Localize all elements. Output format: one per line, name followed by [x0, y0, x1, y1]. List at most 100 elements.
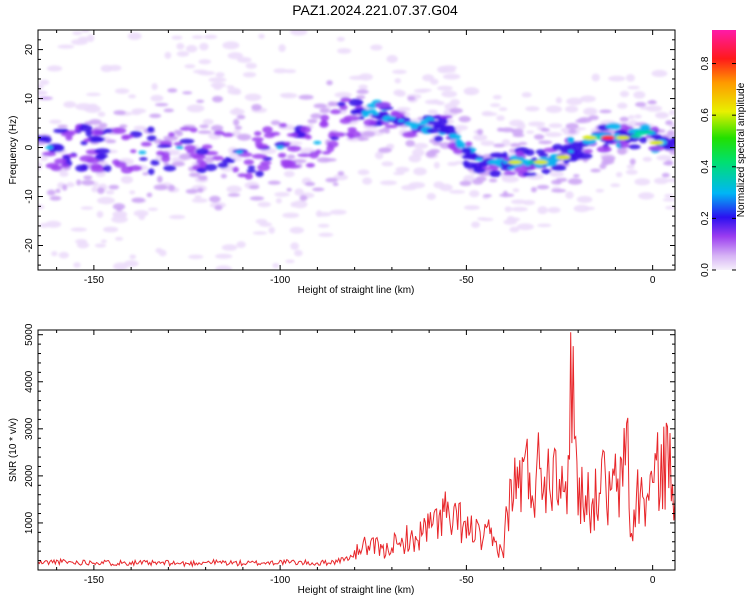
- spectral-blob: [585, 109, 596, 114]
- spectral-blob: [538, 140, 553, 145]
- spectral-blob: [57, 44, 75, 49]
- spectral-blob: [146, 126, 155, 133]
- spectral-blob: [476, 128, 484, 135]
- spectral-blob: [120, 165, 134, 174]
- spectral-blob: [326, 144, 335, 153]
- spectral-blob: [212, 95, 223, 103]
- spectral-blob: [547, 207, 561, 214]
- spectral-blob: [525, 149, 535, 156]
- spectral-blob: [540, 128, 550, 132]
- colorbar-tick-label: 0.2: [700, 211, 711, 225]
- spectral-blob: [619, 143, 630, 149]
- spectral-blob: [193, 69, 208, 74]
- spectral-blob: [213, 130, 225, 136]
- spectral-blob: [227, 193, 241, 197]
- spectral-blob: [512, 133, 525, 138]
- spectral-blob: [202, 118, 214, 126]
- spectral-blob: [625, 74, 635, 82]
- spectral-blob: [642, 156, 653, 162]
- spectral-blob: [321, 150, 331, 155]
- spectral-blob: [197, 175, 208, 181]
- spectral-blob: [649, 140, 664, 145]
- colorbar-label: Normalized spectral amplitude: [736, 82, 747, 217]
- spectral-blob: [249, 196, 265, 201]
- spectral-blob: [290, 242, 300, 251]
- spectral-blob: [475, 157, 484, 161]
- spectral-blob: [441, 65, 457, 71]
- colorbar-tick-label: 0.0: [700, 263, 711, 277]
- colorbar-ticks: 0.0 0.2 0.4 0.6 0.8: [700, 56, 736, 277]
- spectral-blob: [173, 141, 183, 146]
- spectral-blob: [58, 251, 70, 259]
- spectral-blob: [464, 162, 478, 170]
- spectral-blob: [509, 143, 521, 148]
- spectral-blob: [600, 135, 615, 140]
- spectral-blob: [337, 48, 352, 54]
- spectral-blob: [242, 71, 257, 78]
- spectral-blob: [267, 180, 281, 185]
- spectral-blob: [454, 124, 468, 131]
- spectral-blob: [113, 262, 128, 270]
- spectral-blob: [390, 110, 400, 117]
- spectral-blob: [235, 150, 244, 155]
- spectral-blob: [272, 262, 280, 269]
- spectral-blob: [60, 163, 70, 168]
- spectral-blob: [129, 190, 136, 195]
- spectral-blob: [496, 115, 505, 121]
- spectral-blob: [232, 166, 239, 173]
- spectral-blob: [337, 171, 345, 176]
- spectral-blob: [208, 77, 227, 83]
- spectral-blob: [236, 241, 246, 249]
- spectral-blob: [211, 155, 224, 161]
- spectral-blob: [129, 254, 137, 260]
- spectral-blob: [630, 134, 642, 138]
- spectral-blob: [661, 172, 670, 178]
- spectral-blob: [292, 200, 308, 209]
- spectral-blob: [362, 177, 373, 185]
- spectral-blob: [215, 253, 233, 259]
- spectral-blob: [146, 135, 157, 142]
- spectral-blob: [449, 98, 461, 106]
- snr-y-tick-label: 1000: [24, 511, 35, 534]
- snr-x-tick-label: -50: [459, 575, 474, 586]
- spectral-blob: [347, 132, 355, 140]
- spectral-blob: [333, 174, 349, 181]
- spectral-blob: [276, 145, 285, 150]
- spectral-blob: [72, 31, 83, 36]
- spectral-blob: [437, 117, 449, 126]
- spectral-blob: [153, 184, 168, 191]
- spectral-blob: [397, 119, 405, 123]
- spectral-blob: [422, 74, 435, 82]
- spectral-blob: [590, 168, 601, 173]
- spectral-blob: [70, 39, 88, 45]
- spectral-blob: [286, 132, 299, 137]
- spectral-blob: [179, 138, 195, 144]
- spectral-blob: [348, 98, 364, 107]
- spectral-blob: [171, 161, 185, 167]
- spectral-blob: [38, 84, 44, 90]
- spectral-blob: [78, 124, 93, 132]
- spectral-blob: [255, 170, 264, 177]
- spectral-blob: [163, 108, 174, 113]
- spectral-blob: [634, 130, 649, 136]
- spectral-blob: [329, 209, 347, 215]
- spectral-blob: [511, 206, 528, 212]
- spectral-blob: [655, 112, 669, 119]
- spectral-blob: [563, 158, 570, 165]
- spectral-blob: [626, 164, 635, 170]
- spectral-blob: [175, 145, 184, 150]
- spectral-blob: [504, 206, 512, 213]
- spectral-blob: [217, 162, 229, 169]
- spectral-blob: [234, 125, 242, 130]
- spectral-blob: [66, 182, 75, 188]
- spectral-blob: [221, 244, 238, 251]
- spectrogram-y-axis: -20 -10 0 10 20: [24, 29, 675, 266]
- spectral-blob: [199, 124, 209, 129]
- spectral-blob: [601, 159, 610, 166]
- spectral-blob: [204, 163, 218, 172]
- spectral-blob: [215, 265, 232, 270]
- spectral-blob: [358, 84, 368, 90]
- spectral-blob: [565, 191, 574, 199]
- spectral-blob: [407, 96, 416, 101]
